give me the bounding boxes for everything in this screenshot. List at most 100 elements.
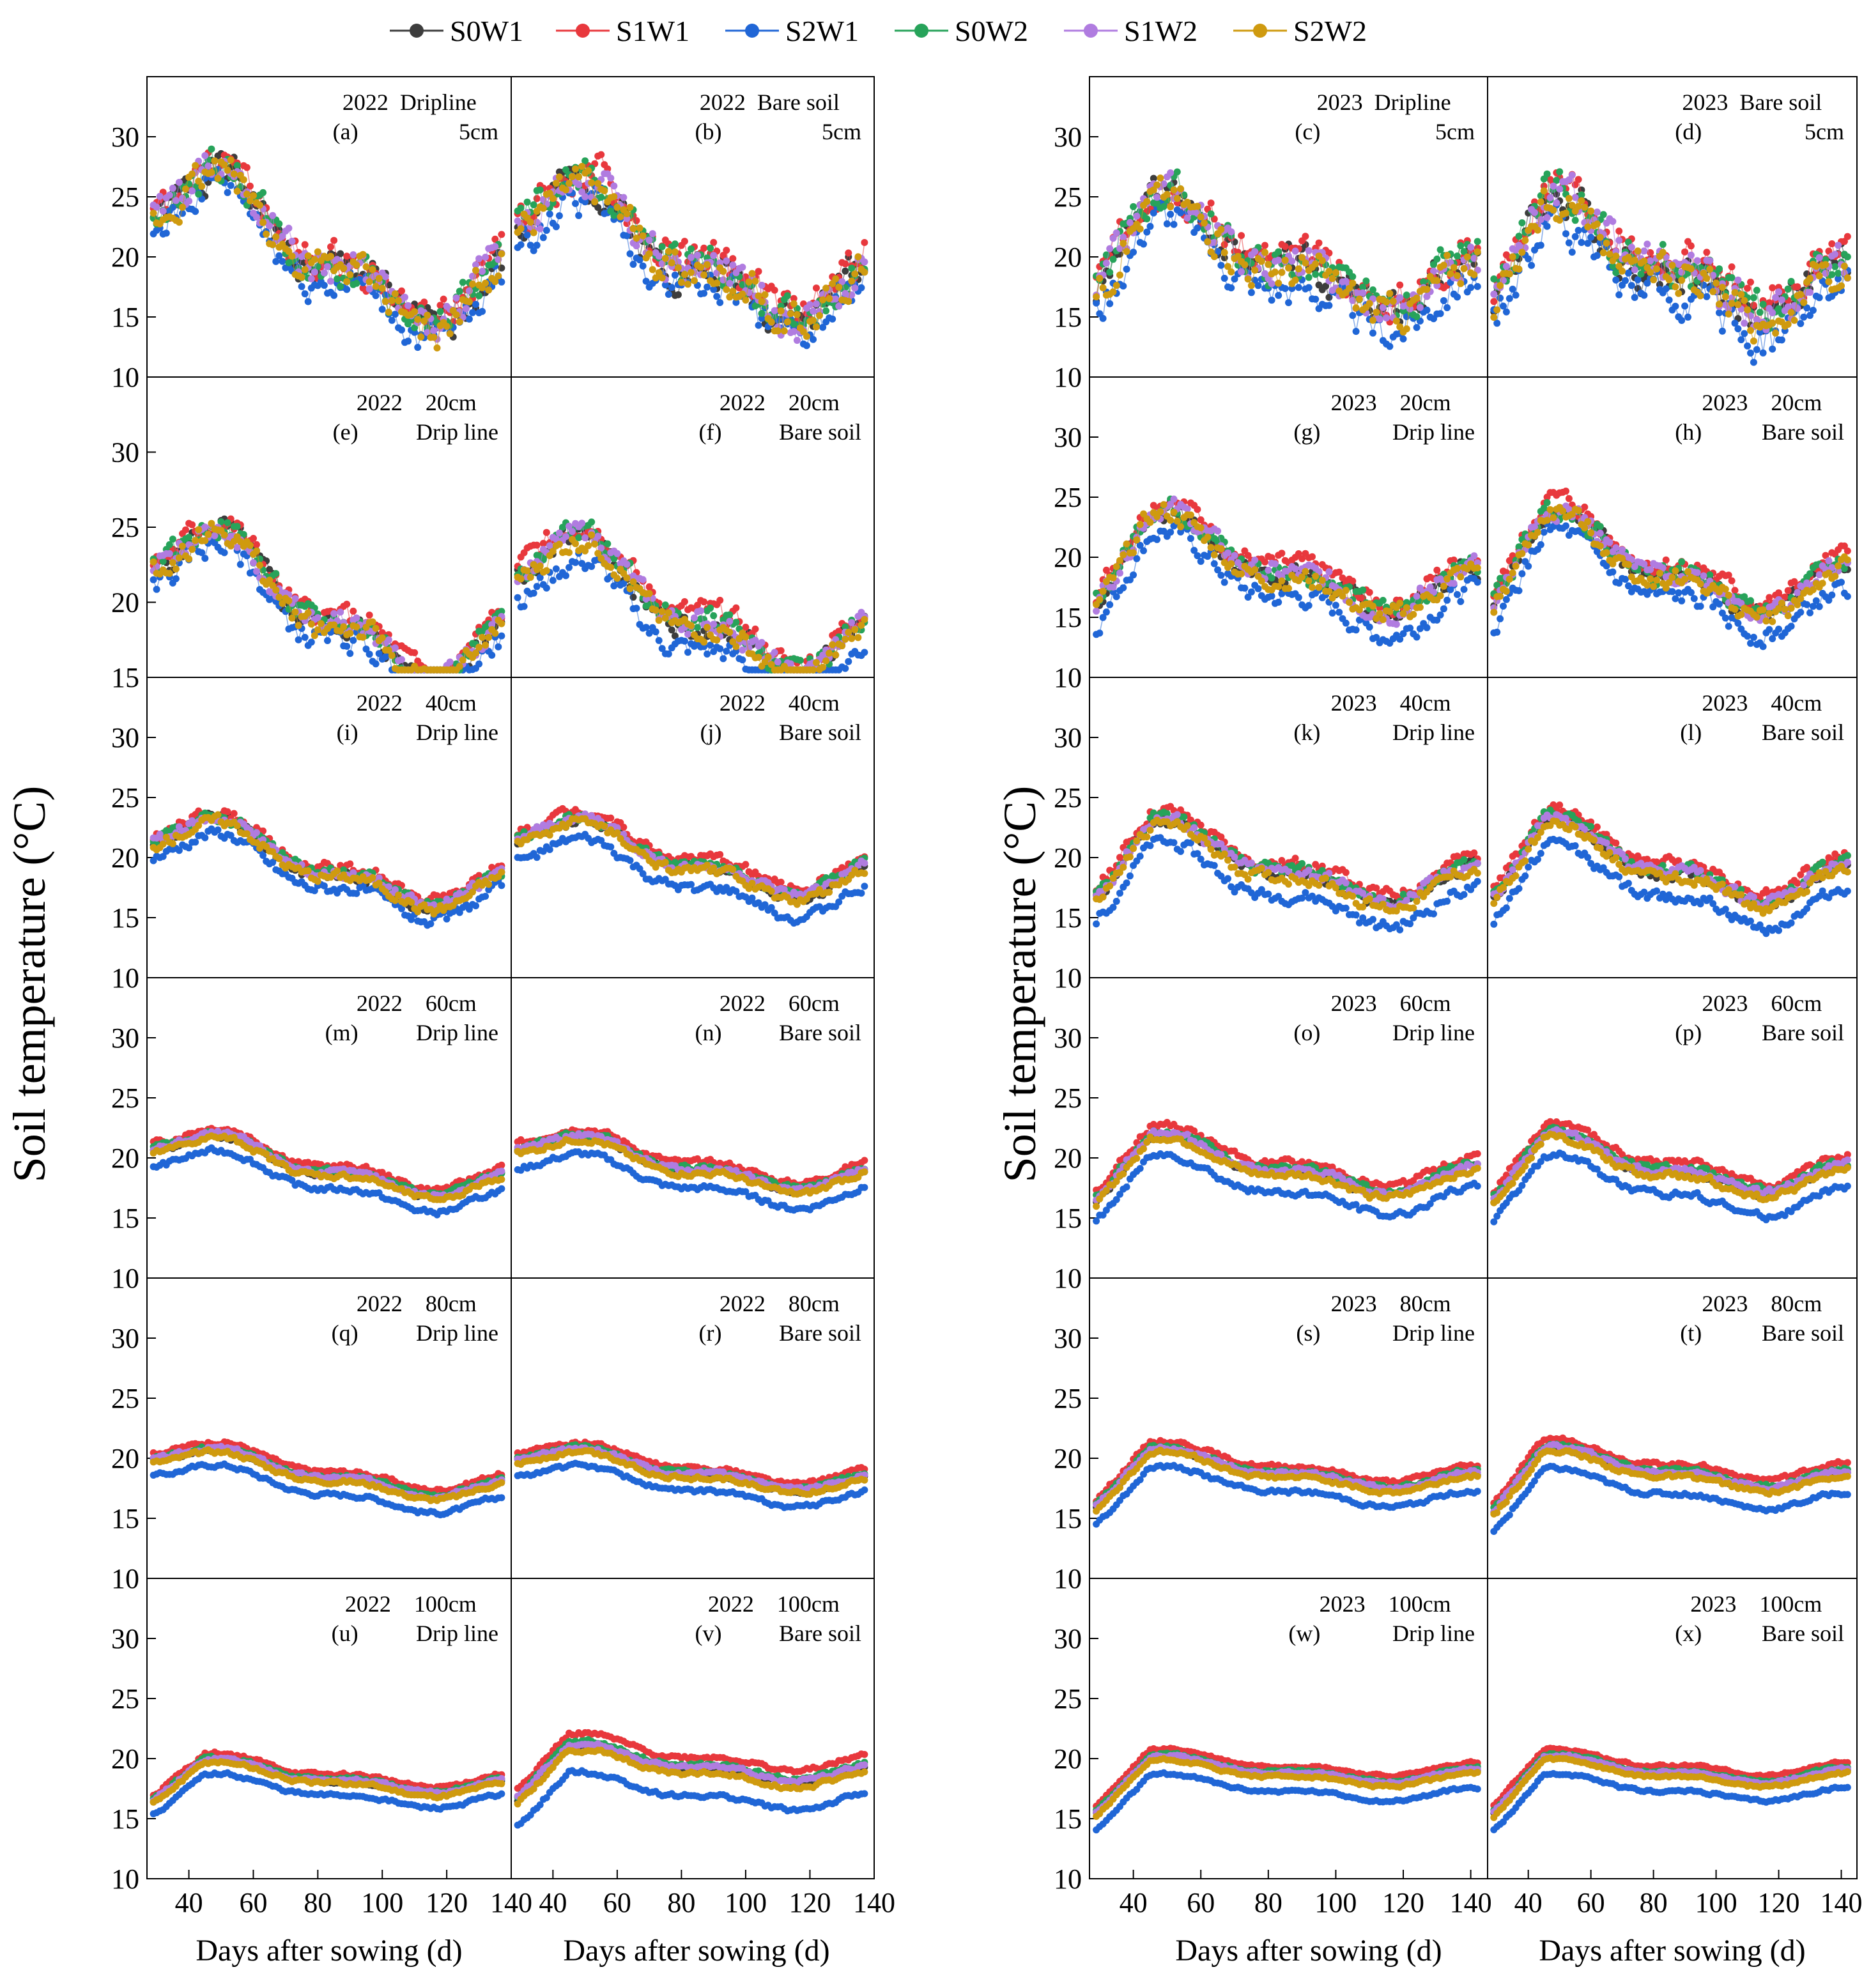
data-point <box>732 619 740 626</box>
data-point <box>243 190 250 198</box>
data-point <box>1379 616 1387 624</box>
data-point <box>1718 284 1726 291</box>
data-point <box>681 238 688 245</box>
panel-header-title: 2022 20cm <box>357 390 477 415</box>
data-point <box>1835 270 1842 277</box>
data-point <box>588 518 596 526</box>
data-point <box>220 161 228 169</box>
data-point <box>1578 239 1585 246</box>
data-point <box>1312 270 1320 278</box>
data-point <box>1493 306 1501 314</box>
data-point <box>1220 275 1228 282</box>
data-point <box>1285 264 1292 272</box>
data-point <box>291 595 299 603</box>
data-point <box>385 636 392 643</box>
data-point <box>459 279 466 286</box>
data-point <box>674 264 682 272</box>
data-point <box>845 658 852 665</box>
data-point <box>1546 194 1554 201</box>
data-point <box>1440 297 1447 304</box>
data-point <box>1505 270 1513 278</box>
panel-letter: (f) <box>698 419 721 445</box>
data-point <box>1609 218 1617 225</box>
data-point <box>1784 321 1792 328</box>
data-point <box>1750 294 1757 302</box>
data-point <box>562 166 569 174</box>
data-point <box>1450 580 1458 587</box>
data-point <box>343 252 351 260</box>
data-point <box>366 285 373 293</box>
data-point <box>372 292 380 300</box>
data-point <box>1454 590 1461 598</box>
data-point <box>1271 268 1279 276</box>
data-point <box>1490 275 1498 282</box>
panel-subtitle: 5cm <box>1435 119 1475 144</box>
data-point <box>1163 220 1171 227</box>
data-point <box>227 156 235 164</box>
data-point <box>694 624 701 631</box>
data-point <box>1581 203 1589 211</box>
data-point <box>1291 565 1299 573</box>
panel-letter: (b) <box>695 119 721 144</box>
data-point <box>301 633 309 641</box>
data-point <box>1470 271 1478 279</box>
data-point <box>1744 306 1752 314</box>
data-point <box>1113 593 1120 601</box>
data-point <box>1750 337 1757 345</box>
data-point <box>375 275 383 282</box>
data-point <box>665 247 672 255</box>
data-point <box>1537 242 1544 249</box>
data-point <box>1309 583 1316 591</box>
data-point <box>1413 592 1421 600</box>
data-point <box>810 666 817 674</box>
data-point <box>1741 320 1748 327</box>
data-point <box>569 528 576 536</box>
data-point <box>1684 313 1691 321</box>
legend-item-s0w1: S0W1 <box>390 15 523 47</box>
data-point <box>1207 544 1215 551</box>
data-point <box>465 315 473 323</box>
data-point <box>1133 212 1141 220</box>
data-point <box>307 275 315 282</box>
data-point <box>1396 281 1404 289</box>
data-point <box>1628 243 1635 251</box>
data-point <box>838 642 846 650</box>
data-point <box>381 298 389 305</box>
data-point <box>1631 294 1638 301</box>
data-point <box>350 251 357 259</box>
data-point <box>256 201 263 209</box>
data-point <box>1681 302 1689 310</box>
data-point <box>324 637 331 644</box>
data-point <box>684 630 691 638</box>
data-point <box>1359 289 1367 297</box>
data-point <box>726 611 734 619</box>
data-point <box>1332 269 1339 277</box>
data-point <box>704 283 711 291</box>
data-point <box>704 261 711 268</box>
data-point <box>179 543 186 550</box>
data-point <box>1305 577 1313 585</box>
data-point <box>658 274 666 282</box>
legend-item-s2w1: S2W1 <box>725 15 859 47</box>
data-point <box>472 261 479 268</box>
data-point <box>555 173 563 181</box>
data-point <box>1251 266 1259 274</box>
series-s1w2 <box>150 521 505 674</box>
data-point <box>259 189 267 196</box>
data-point <box>456 288 463 295</box>
data-point <box>1167 516 1174 524</box>
panel-f: 2022 20cm(f) Bare soil <box>511 376 875 678</box>
data-point <box>691 614 698 622</box>
data-point <box>398 326 405 334</box>
data-point <box>771 286 778 294</box>
data-point <box>1838 282 1845 289</box>
data-point <box>536 225 544 233</box>
panel-subtitle: 5cm <box>459 119 498 144</box>
data-point <box>185 534 193 541</box>
data-point <box>594 532 602 540</box>
data-point <box>813 284 820 292</box>
legend-label: S0W1 <box>450 15 523 47</box>
data-point <box>661 281 669 289</box>
data-point <box>697 607 705 615</box>
